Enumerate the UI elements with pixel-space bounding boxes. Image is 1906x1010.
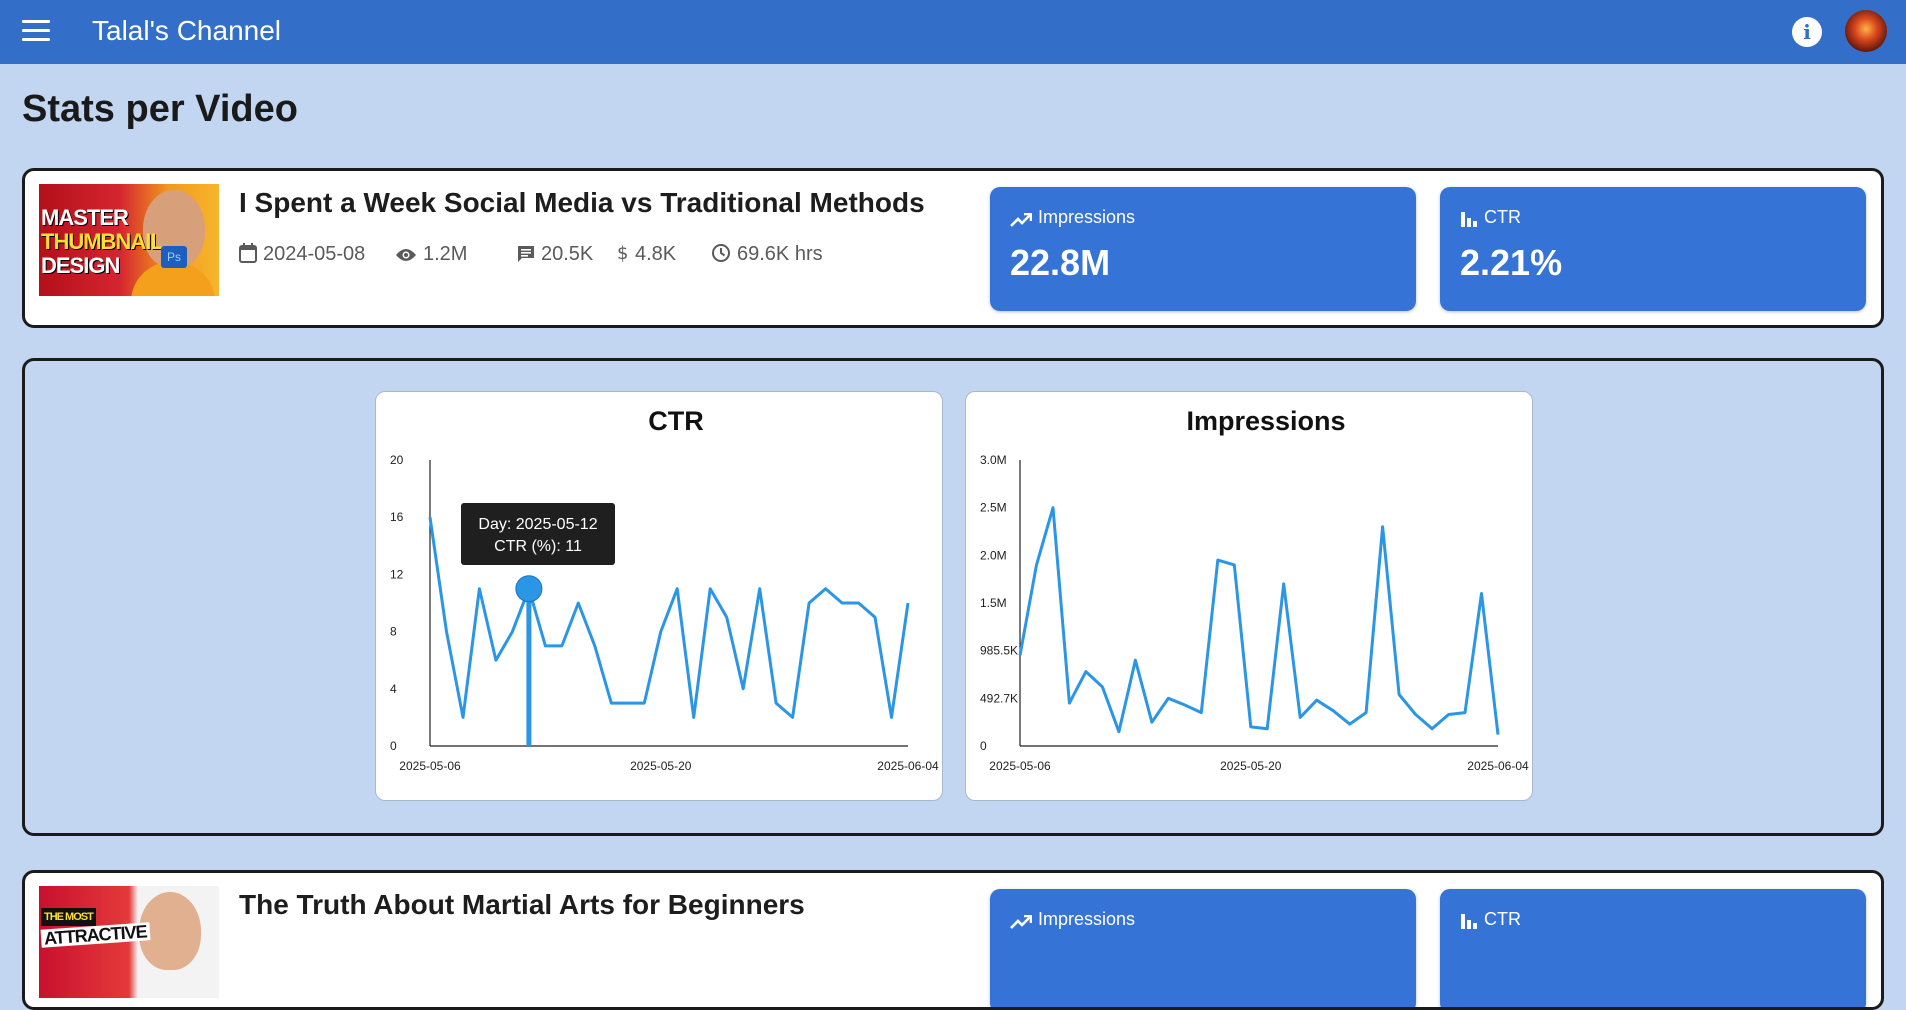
video-thumbnail[interactable]: MASTER THUMBNAIL DESIGN Ps [39,184,219,296]
ctr-stat: CTR 2.21% [1440,187,1866,311]
impressions-label: Impressions [1038,909,1136,929]
y-tick-label: 12 [390,567,404,581]
eye-icon [396,249,416,261]
calendar-icon [239,243,257,263]
y-tick-label: 492.7K [980,691,1018,705]
y-tick-label: 985.5K [980,644,1018,658]
video-title[interactable]: The Truth About Martial Arts for Beginne… [239,889,805,920]
menu-icon[interactable] [22,20,50,42]
revenue: $4.8K [617,243,677,265]
video-card[interactable]: THE MOST ATTRACTIVE The Truth About Mart… [22,870,1884,1010]
ctr-chart[interactable]: CTR 0 4 8 12 16 20 2025-05-06 2025-05-20 2025-06-… [376,392,944,802]
x-tick-label: 2025-06-04 [877,759,939,773]
y-tick-label: 2.5M [980,501,1007,515]
avatar[interactable] [1845,10,1887,52]
y-tick-label: 20 [390,453,404,467]
charts-panel: CTR 0 4 8 12 16 20 2025-05-06 2025-05-20 2025-06-… [22,358,1884,836]
bar-chart-icon [1461,212,1477,227]
comment-count: 20.5K [517,243,593,266]
publish-date: 2024-05-08 [239,243,365,266]
x-tick-label: 2025-05-20 [630,759,692,773]
y-tick-label: 0 [980,739,987,753]
view-count: 1.2M [395,243,467,266]
dollar-icon: $ [617,243,628,264]
impressions-chart-card: Impressions 0 492.7K 985.5K 1.5M 2.0M 2.5M 3.0M… [965,391,1533,801]
impressions-label: Impressions [1038,207,1136,227]
svg-text:$: $ [617,243,628,263]
y-tick-label: 4 [390,682,397,696]
trending-up-icon [1010,212,1033,227]
y-tick-label: 3.0M [980,453,1007,467]
ctr-stat: CTR [1440,889,1866,1007]
app-bar: Talal's Channel i [0,0,1906,64]
clock-icon [712,244,730,262]
impressions-stat: Impressions 22.8M [990,187,1416,311]
series-line [1018,506,1500,735]
info-icon[interactable]: i [1792,17,1822,47]
photoshop-badge: Ps [161,246,187,268]
chart-tooltip: Day: 2025-05-12 CTR (%): 11 [461,503,615,565]
thumbnail-text: THE MOST ATTRACTIVE [40,906,151,949]
ctr-chart-card: CTR 0 4 8 12 16 20 2025-05-06 2025-05-20 2025-06-… [375,391,943,801]
impressions-chart[interactable]: Impressions 0 492.7K 985.5K 1.5M 2.0M 2.5M 3.0M… [966,392,1534,802]
ctr-label: CTR [1484,909,1521,929]
app-title: Talal's Channel [92,15,282,46]
y-tick-label: 2.0M [980,548,1007,562]
video-card[interactable]: MASTER THUMBNAIL DESIGN Ps I Spent a Wee… [22,168,1884,328]
hover-point [515,575,543,603]
x-tick-label: 2025-06-04 [1467,759,1529,773]
series-line [428,516,910,719]
video-title[interactable]: I Spent a Week Social Media vs Tradition… [239,187,925,218]
x-tick-label: 2025-05-20 [1220,759,1282,773]
x-tick-label: 2025-05-06 [399,759,461,773]
chart-title: Impressions [1186,406,1345,436]
watch-time: 69.6K hrs [711,243,823,266]
video-thumbnail[interactable]: THE MOST ATTRACTIVE [39,886,219,998]
y-tick-label: 16 [390,510,404,524]
impressions-value: 22.8M [1010,242,1111,283]
ctr-label: CTR [1484,207,1521,227]
page-title: Stats per Video [22,88,298,130]
trending-up-icon [1010,914,1033,929]
y-tick-label: 1.5M [980,596,1007,610]
bar-chart-icon [1461,914,1477,929]
thumbnail-text: MASTER THUMBNAIL DESIGN [41,205,164,278]
y-tick-label: 8 [390,625,397,639]
x-tick-label: 2025-05-06 [989,759,1051,773]
ctr-value: 2.21% [1460,242,1563,283]
impressions-stat: Impressions [990,889,1416,1007]
chart-title: CTR [648,406,704,436]
y-tick-label: 0 [390,739,397,753]
comment-icon [518,246,534,262]
